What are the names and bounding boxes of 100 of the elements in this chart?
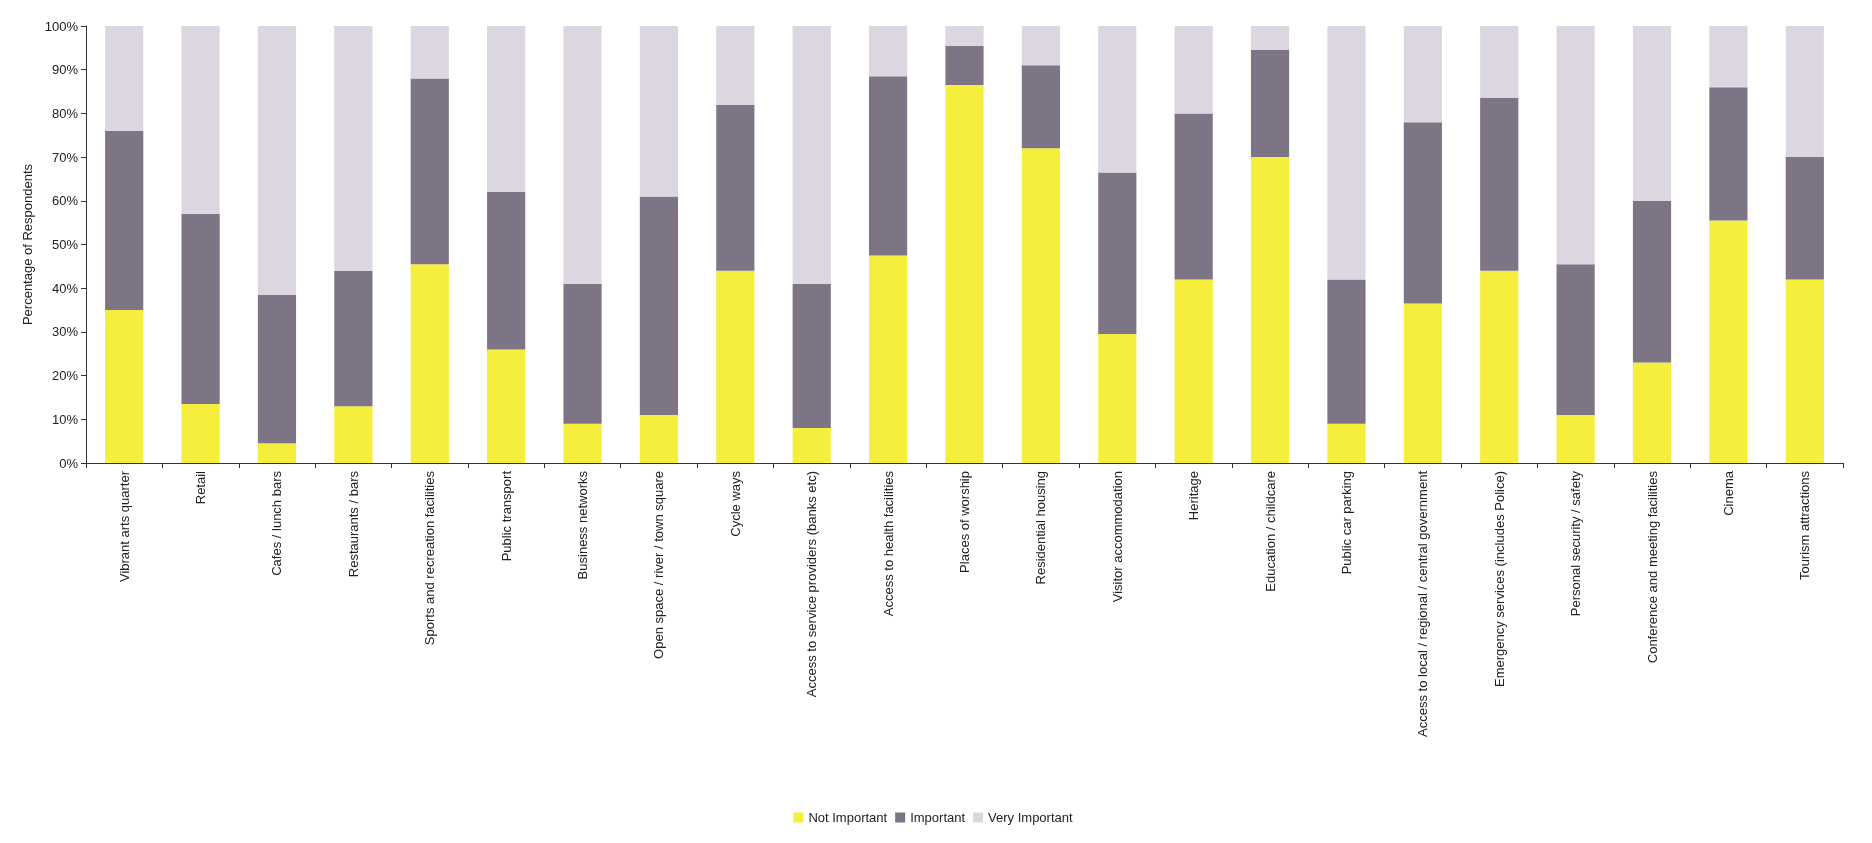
bar [1098, 334, 1137, 463]
bar [1556, 414, 1595, 463]
x-tick-label: Visitor accommodation [1109, 471, 1125, 603]
bar [181, 213, 220, 405]
legend-label: Important [910, 810, 966, 825]
bar [639, 196, 679, 415]
bar [1632, 26, 1672, 201]
bar [1174, 113, 1213, 280]
bar [563, 283, 602, 424]
bar [1327, 423, 1366, 463]
bar [945, 45, 984, 85]
x-tick-label: Access to local / regional / central government [1415, 470, 1431, 737]
bar [1021, 148, 1060, 463]
bar [105, 130, 144, 311]
bar [792, 26, 831, 284]
bar [1785, 279, 1824, 463]
bar [1480, 26, 1519, 99]
bar [181, 404, 220, 463]
x-tick-label: Residential housing [1033, 471, 1049, 585]
bar [1250, 50, 1290, 158]
bar [1250, 26, 1290, 51]
y-tick-label: 80% [51, 105, 79, 121]
bar [792, 283, 831, 429]
bar [334, 270, 373, 407]
bar [1327, 279, 1366, 424]
y-tick-label: 100% [44, 18, 79, 34]
bar [257, 26, 297, 295]
bar [257, 294, 297, 444]
bar [410, 264, 449, 463]
x-tick-label: Business networks [575, 470, 591, 580]
bar [716, 104, 755, 271]
y-tick-label: 0% [59, 455, 79, 471]
bar [639, 414, 679, 463]
x-tick-label: Public car parking [1338, 471, 1354, 575]
bar [1174, 26, 1213, 114]
bar [563, 26, 602, 284]
bar [869, 26, 908, 77]
bar [1098, 26, 1137, 173]
bar [945, 85, 984, 463]
bar [1174, 279, 1213, 463]
bar [1250, 157, 1290, 463]
bar [1556, 264, 1595, 415]
bar [334, 406, 373, 463]
legend-label: Not Important [808, 810, 888, 825]
x-tick-label: Personal security / safety [1568, 470, 1584, 617]
y-tick-label: 70% [51, 149, 79, 165]
y-tick-label: 60% [51, 193, 79, 209]
bar [1403, 303, 1442, 463]
bar [410, 78, 449, 265]
x-tick-label: Emergency services (includes Police) [1491, 471, 1507, 688]
bar [792, 428, 831, 463]
bar [334, 26, 373, 271]
bar [563, 423, 602, 463]
bar [1098, 172, 1137, 335]
y-tick-label: 40% [51, 280, 79, 296]
bar [1327, 26, 1366, 280]
bar [105, 310, 144, 463]
bar [1785, 157, 1824, 280]
bar [869, 76, 908, 256]
x-tick-label: Open space / river / town square [651, 471, 667, 659]
bar [869, 255, 908, 463]
bar [1632, 200, 1672, 363]
bar [487, 192, 526, 350]
x-tick-label: Sports and recreation facilities [422, 470, 438, 646]
x-tick-label: Cycle ways [727, 470, 743, 537]
x-tick-label: Tourism attractions [1797, 470, 1813, 581]
x-tick-label: Cafes / lunch bars [269, 470, 285, 576]
x-tick-label: Education / childcare [1262, 471, 1278, 592]
bar [1709, 220, 1748, 463]
x-tick-label: Cinema [1720, 470, 1736, 516]
x-tick-label: Public transport [498, 470, 514, 562]
bar [105, 26, 144, 131]
y-tick-label: 30% [51, 324, 79, 340]
x-tick-label: Heritage [1186, 471, 1202, 521]
bar [181, 26, 220, 214]
x-tick-label: Access to service providers (banks etc) [804, 471, 820, 698]
bar [1556, 26, 1595, 265]
bar [410, 26, 449, 79]
x-tick-label: Places of worship [957, 471, 972, 573]
bar [716, 270, 755, 463]
x-tick-label: Vibrant arts quarter [116, 470, 132, 583]
bar [1785, 26, 1824, 158]
bar [257, 443, 297, 463]
x-tick-label: Retail [193, 470, 209, 505]
bar [1709, 87, 1748, 221]
bar [945, 26, 984, 46]
bar [1021, 65, 1060, 149]
x-tick-label: Access to health facilities [880, 470, 896, 617]
bar [1403, 26, 1442, 123]
bar [639, 26, 679, 197]
bar [1709, 26, 1748, 88]
bar [1480, 98, 1519, 271]
bar [1480, 270, 1519, 463]
y-tick-label: 90% [51, 62, 79, 78]
y-tick-label: 50% [51, 237, 79, 252]
bar [1403, 122, 1442, 304]
x-tick-label: Conference and meeting facilities [1644, 470, 1660, 664]
y-tick-label: 20% [51, 368, 79, 384]
y-tick-label: 10% [51, 411, 79, 427]
bar [716, 26, 755, 105]
